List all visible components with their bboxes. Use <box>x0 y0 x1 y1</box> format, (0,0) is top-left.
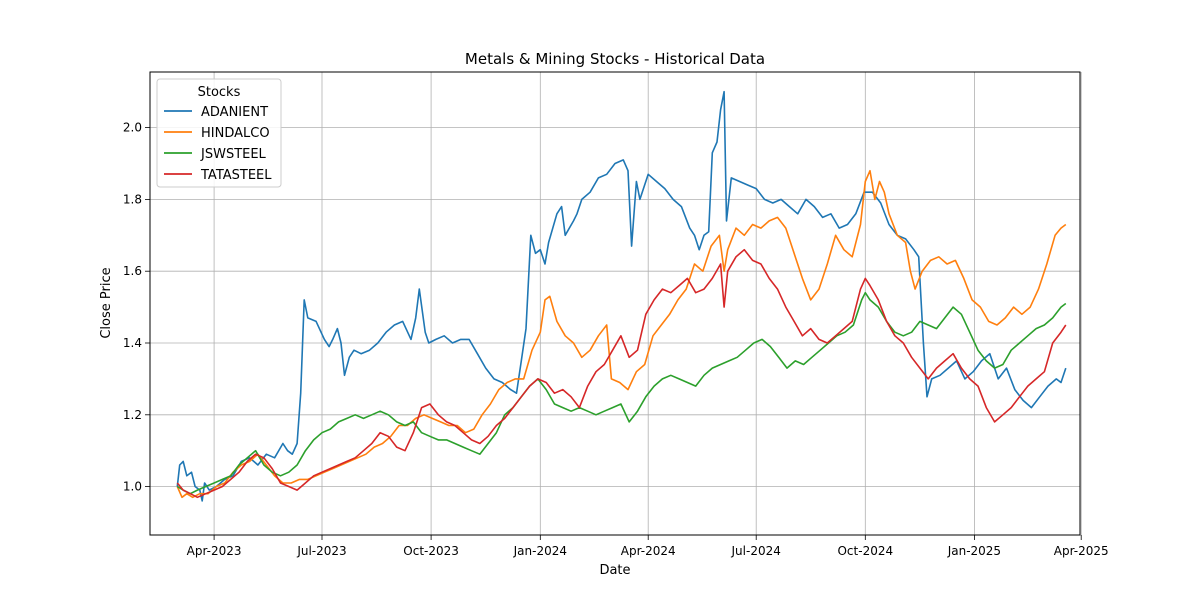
x-tick-label: Jan-2025 <box>947 544 1001 558</box>
series-line-jswsteel <box>176 291 1067 495</box>
legend: Stocks ADANIENT HINDALCO JSWSTEEL TATASTEEL <box>156 78 282 188</box>
x-tick-label: Oct-2023 <box>403 544 459 558</box>
x-tick-label: Apr-2025 <box>1054 544 1109 558</box>
y-tick-label: 1.2 <box>123 408 142 422</box>
legend-title: Stocks <box>198 85 241 100</box>
legend-label-jswsteel: JSWSTEEL <box>200 147 267 162</box>
legend-box <box>156 78 282 188</box>
legend-entries: ADANIENT HINDALCO JSWSTEEL TATASTEEL <box>164 105 272 183</box>
series-line-adanient <box>176 90 1067 502</box>
legend-label-hindalco: HINDALCO <box>201 126 270 141</box>
x-axis-label: Date <box>599 563 630 578</box>
x-tick-label: Apr-2024 <box>621 544 676 558</box>
y-tick-label: 1.4 <box>123 336 142 350</box>
x-tick-label: Jul-2023 <box>296 544 346 558</box>
x-tick-label: Oct-2024 <box>837 544 893 558</box>
y-tick-label: 1.0 <box>123 480 142 494</box>
y-axis: 1.0 1.2 1.4 1.6 1.8 2.0 <box>123 121 150 494</box>
chart-title: Metals & Mining Stocks - Historical Data <box>465 50 765 68</box>
x-axis: Apr-2023 Jul-2023 Oct-2023 Jan-2024 Apr-2024… <box>187 535 1109 558</box>
plot-frame <box>149 71 1081 536</box>
y-tick-label: 1.6 <box>123 264 142 278</box>
legend-label-tatasteel: TATASTEEL <box>200 168 272 183</box>
y-axis-label: Close Price <box>99 267 114 338</box>
y-tick-label: 1.8 <box>123 192 142 206</box>
x-tick-label: Apr-2023 <box>187 544 242 558</box>
series-line-hindalco <box>176 169 1067 499</box>
x-tick-label: Jan-2024 <box>513 544 567 558</box>
gridlines <box>150 72 1082 535</box>
series-line-tatasteel <box>176 248 1067 499</box>
y-tick-label: 2.0 <box>123 121 142 135</box>
x-tick-label: Jul-2024 <box>731 544 781 558</box>
legend-label-adanient: ADANIENT <box>201 105 268 120</box>
series-lines <box>176 90 1067 502</box>
